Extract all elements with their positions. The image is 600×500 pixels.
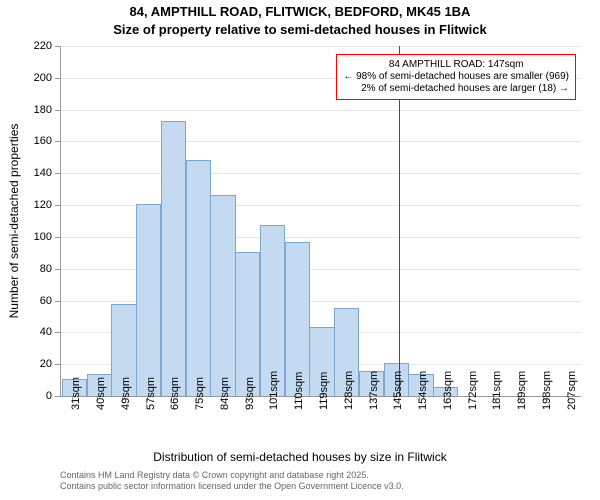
ytick-label: 180 <box>0 104 52 116</box>
annotation-line1: 84 AMPTHILL ROAD: 147sqm <box>343 59 569 71</box>
ytick-mark <box>55 301 60 302</box>
ytick-label: 140 <box>0 167 52 179</box>
ytick-mark <box>55 205 60 206</box>
attribution-line: Contains public sector information licen… <box>60 481 404 492</box>
ytick-mark <box>55 269 60 270</box>
ytick-label: 40 <box>0 326 52 338</box>
attribution-text: Contains HM Land Registry data © Crown c… <box>60 470 404 493</box>
ytick-mark <box>55 46 60 47</box>
annotation-line3: 2% of semi-detached houses are larger (1… <box>343 83 569 95</box>
histogram-bar <box>235 252 260 396</box>
annotation-line2: ← 98% of semi-detached houses are smalle… <box>343 71 569 83</box>
ytick-label: 160 <box>0 135 52 147</box>
ytick-mark <box>55 364 60 365</box>
ytick-mark <box>55 237 60 238</box>
ytick-label: 200 <box>0 72 52 84</box>
ytick-label: 100 <box>0 231 52 243</box>
ytick-label: 60 <box>0 295 52 307</box>
ytick-mark <box>55 78 60 79</box>
histogram-bar <box>186 160 211 396</box>
histogram-bar <box>161 121 186 396</box>
gridline <box>61 46 581 47</box>
gridline <box>61 173 581 174</box>
annotation-box: 84 AMPTHILL ROAD: 147sqm← 98% of semi-de… <box>336 54 576 100</box>
histogram-bar <box>210 195 235 396</box>
x-axis-label: Distribution of semi-detached houses by … <box>0 450 600 464</box>
ytick-mark <box>55 332 60 333</box>
chart-title-line1: 84, AMPTHILL ROAD, FLITWICK, BEDFORD, MK… <box>0 4 600 19</box>
ytick-label: 20 <box>0 358 52 370</box>
ytick-label: 120 <box>0 199 52 211</box>
ytick-label: 220 <box>0 40 52 52</box>
gridline <box>61 110 581 111</box>
chart-container: 84, AMPTHILL ROAD, FLITWICK, BEDFORD, MK… <box>0 0 600 500</box>
ytick-mark <box>55 110 60 111</box>
ytick-label: 80 <box>0 263 52 275</box>
chart-title-line2: Size of property relative to semi-detach… <box>0 22 600 37</box>
ytick-mark <box>55 141 60 142</box>
ytick-label: 0 <box>0 390 52 402</box>
y-axis-label: Number of semi-detached properties <box>7 124 21 319</box>
ytick-mark <box>55 173 60 174</box>
ytick-mark <box>55 396 60 397</box>
histogram-bar <box>136 204 161 396</box>
attribution-line: Contains HM Land Registry data © Crown c… <box>60 470 404 481</box>
gridline <box>61 141 581 142</box>
